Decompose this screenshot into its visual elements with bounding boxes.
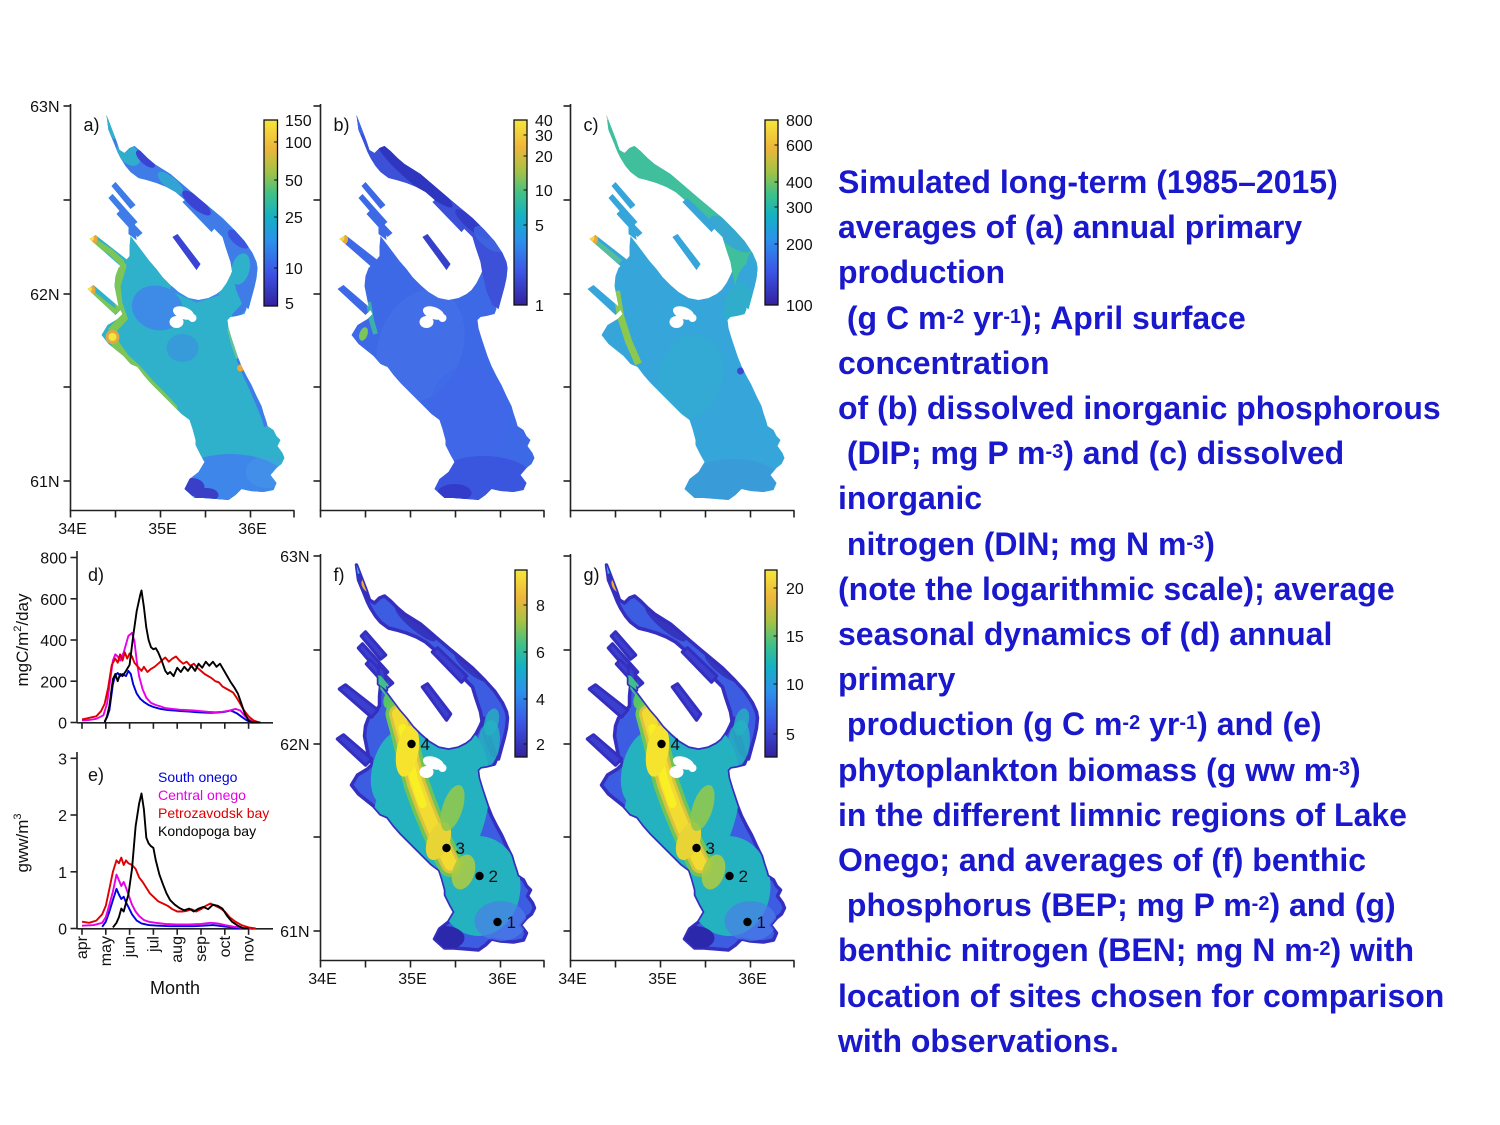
svg-text:5: 5 [285, 296, 294, 313]
svg-text:Month: Month [150, 978, 200, 998]
svg-text:g): g) [584, 565, 600, 585]
svg-text:3: 3 [706, 839, 715, 858]
svg-text:36E: 36E [488, 971, 516, 988]
svg-text:jul: jul [145, 936, 162, 953]
svg-text:30: 30 [535, 128, 553, 145]
svg-text:jun: jun [122, 936, 139, 958]
svg-text:3: 3 [58, 751, 67, 768]
svg-text:apr: apr [74, 935, 91, 959]
svg-text:35E: 35E [648, 971, 676, 988]
svg-text:20: 20 [535, 149, 553, 166]
svg-text:300: 300 [786, 200, 813, 217]
svg-text:oct: oct [217, 935, 234, 957]
svg-text:nov: nov [241, 936, 258, 962]
svg-text:40: 40 [535, 113, 553, 130]
svg-text:Central onego: Central onego [158, 787, 246, 803]
svg-text:400: 400 [786, 175, 813, 192]
svg-text:600: 600 [786, 138, 813, 155]
svg-text:gww/m3: gww/m3 [12, 813, 32, 872]
svg-text:aug: aug [169, 936, 186, 963]
svg-text:800: 800 [40, 551, 67, 568]
svg-text:35E: 35E [148, 521, 176, 538]
svg-text:0: 0 [58, 922, 67, 939]
svg-text:100: 100 [285, 135, 312, 152]
svg-text:35E: 35E [398, 971, 426, 988]
svg-text:25: 25 [285, 210, 303, 227]
svg-text:f): f) [334, 565, 345, 585]
svg-text:34E: 34E [58, 521, 86, 538]
svg-text:6: 6 [536, 645, 545, 662]
svg-text:8: 8 [536, 598, 545, 615]
svg-text:Petrozavodsk bay: Petrozavodsk bay [158, 805, 269, 821]
svg-text:c): c) [584, 115, 599, 135]
svg-text:400: 400 [40, 633, 67, 650]
svg-text:34E: 34E [558, 971, 586, 988]
svg-text:50: 50 [285, 173, 303, 190]
svg-text:1: 1 [535, 298, 544, 315]
svg-text:4: 4 [671, 735, 680, 754]
svg-text:1: 1 [58, 865, 67, 882]
svg-text:36E: 36E [738, 971, 766, 988]
svg-text:0: 0 [58, 716, 67, 733]
svg-text:4: 4 [421, 735, 430, 754]
svg-text:100: 100 [786, 298, 813, 315]
svg-text:62N: 62N [280, 737, 309, 754]
svg-text:15: 15 [786, 629, 804, 646]
svg-text:62N: 62N [30, 287, 59, 304]
svg-text:34E: 34E [308, 971, 336, 988]
svg-text:150: 150 [285, 113, 312, 130]
svg-text:36E: 36E [238, 521, 266, 538]
svg-text:10: 10 [535, 183, 553, 200]
svg-text:4: 4 [536, 692, 545, 709]
svg-text:2: 2 [536, 737, 545, 754]
svg-text:20: 20 [786, 581, 804, 598]
svg-text:200: 200 [40, 674, 67, 691]
svg-text:10: 10 [786, 677, 804, 694]
svg-text:200: 200 [786, 237, 813, 254]
svg-text:b): b) [334, 115, 350, 135]
svg-text:2: 2 [489, 867, 498, 886]
svg-text:e): e) [88, 765, 104, 785]
svg-text:a): a) [84, 115, 100, 135]
svg-text:800: 800 [786, 113, 813, 130]
svg-text:1: 1 [757, 913, 766, 932]
svg-text:2: 2 [58, 808, 67, 825]
svg-text:South onego: South onego [158, 769, 238, 785]
svg-text:Kondopoga bay: Kondopoga bay [158, 823, 256, 839]
svg-text:may: may [98, 936, 115, 966]
svg-text:2: 2 [739, 867, 748, 886]
svg-text:sep: sep [193, 936, 210, 962]
svg-text:1: 1 [507, 913, 516, 932]
svg-text:63N: 63N [30, 99, 59, 116]
svg-text:10: 10 [285, 261, 303, 278]
svg-text:3: 3 [456, 839, 465, 858]
svg-text:63N: 63N [280, 549, 309, 566]
svg-text:5: 5 [786, 727, 795, 744]
svg-text:d): d) [88, 565, 104, 585]
svg-text:mgC/m2/day: mgC/m2/day [12, 593, 32, 687]
svg-text:600: 600 [40, 592, 67, 609]
svg-text:61N: 61N [280, 924, 309, 941]
svg-text:5: 5 [535, 218, 544, 235]
svg-text:61N: 61N [30, 474, 59, 491]
